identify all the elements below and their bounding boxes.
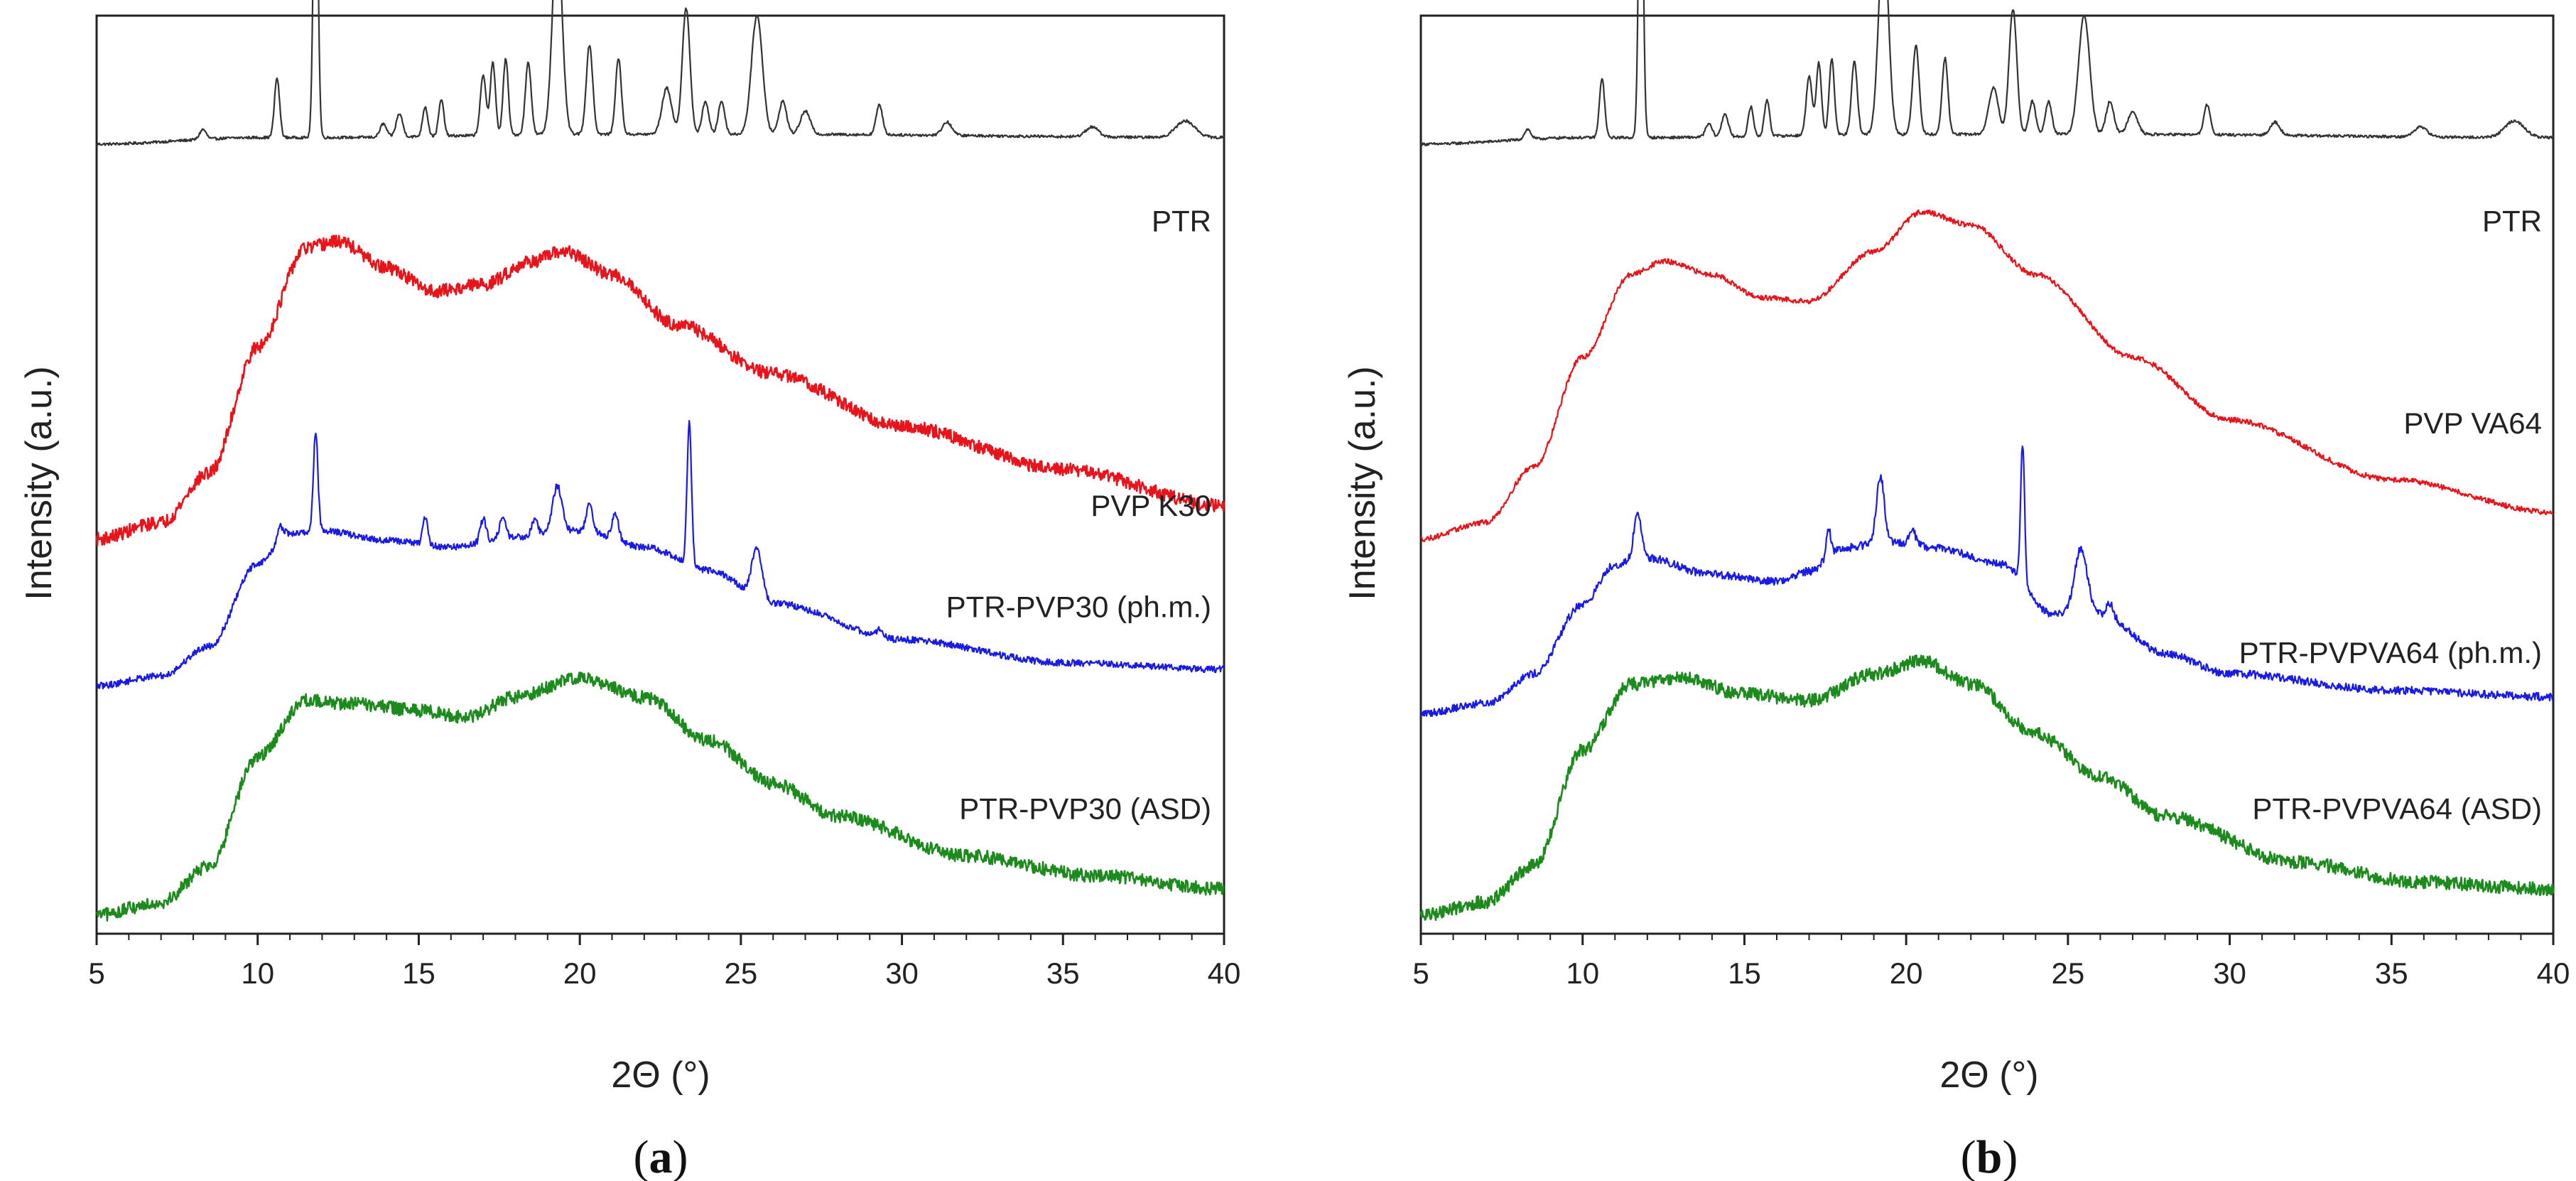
x-tick-label: 5 [1412, 956, 1429, 990]
x-tick-label: 20 [563, 956, 597, 990]
series-label: PVP K30 [1091, 489, 1211, 522]
series-line [96, 0, 1225, 146]
series-line [1419, 654, 2555, 922]
x-tick-label: 10 [1566, 956, 1599, 990]
x-tick-label: 25 [2051, 956, 2084, 990]
panel-b: Intensity (a.u.) 2Θ (°) (b) 5 10 15 20 25 30 3… [1342, 0, 2570, 1181]
plot-area: 5 10 15 20 25 30 35 40 PTR PVP VA64 PTR-PVPVA64 (p… [1412, 0, 2570, 990]
x-tick-label: 15 [1728, 956, 1761, 990]
series-line [95, 234, 1225, 546]
series-line [1420, 446, 2554, 717]
series-line [96, 420, 1225, 690]
x-tick-label: 5 [88, 956, 104, 990]
panel-a: Intensity (a.u.) 2Θ (°) (a) 5 10 15 20 25 30 3… [18, 0, 1240, 1181]
series-label: PTR [2482, 205, 2542, 238]
x-tick-label: 15 [402, 956, 435, 990]
x-tick-label: 35 [1046, 956, 1080, 990]
series-label: PTR-PVPVA64 (ph.m.) [2239, 636, 2542, 669]
x-tick-label: 30 [885, 956, 919, 990]
x-axis-title: 2Θ (°) [611, 1055, 710, 1096]
x-axis-title: 2Θ (°) [1939, 1055, 2038, 1096]
plot-frame [1419, 14, 2555, 935]
panel-label-b: (b) [1961, 1131, 2018, 1181]
y-axis-title: Intensity (a.u.) [1342, 366, 1383, 600]
series-label: PTR [1152, 205, 1211, 238]
x-tick-label: 30 [2213, 956, 2246, 990]
x-tick-label: 40 [1208, 956, 1241, 990]
x-tick-label: 25 [724, 956, 757, 990]
panel-label-a: (a) [634, 1131, 688, 1181]
x-tick-label: 35 [2375, 956, 2408, 990]
series-label: PTR-PVP30 (ph.m.) [946, 590, 1211, 623]
series-line [95, 672, 1225, 922]
x-tick-label: 40 [2537, 956, 2570, 990]
series-label: PTR-PVP30 (ASD) [959, 792, 1211, 826]
series-label: PVP VA64 [2403, 406, 2542, 440]
series-line [1419, 0, 2554, 146]
series-label: PTR-PVPVA64 (ASD) [2252, 792, 2542, 826]
series-line [1420, 209, 2554, 542]
x-tick-label: 20 [1890, 956, 1923, 990]
x-tick-label: 10 [241, 956, 274, 990]
plot-frame [95, 14, 1225, 935]
plot-area: 5 10 15 20 25 30 35 40 PTR PVP K30 PTR-PVP30 (ph.m… [88, 0, 1240, 990]
y-axis-title: Intensity (a.u.) [18, 366, 60, 600]
